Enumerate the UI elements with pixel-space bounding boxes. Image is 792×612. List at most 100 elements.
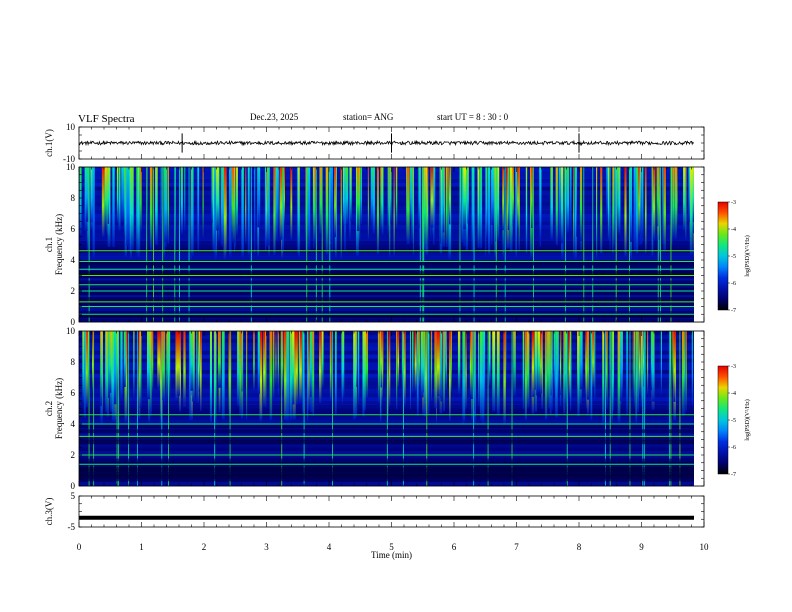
ch2-spectrogram-burst — [563, 331, 566, 414]
ch2-spectrogram-burst — [257, 331, 260, 394]
y-tick-label: 4 — [71, 419, 76, 429]
ch1-spectrogram-burst — [491, 167, 495, 225]
ch2-spectrogram-burst — [149, 331, 152, 415]
ch2-spectrogram-burst — [365, 331, 369, 399]
ch2-spectrogram-burst — [586, 331, 590, 400]
ch1-spectrogram-burst — [449, 167, 451, 225]
ch2-spectrogram-burst — [83, 331, 85, 418]
ch2-spectrogram-burst — [568, 331, 572, 399]
start-ut-label: start UT = 8 : 30 : 0 — [437, 112, 509, 122]
ch2-spectrogram-burst — [308, 331, 310, 411]
ch1-spectrogram-burst — [389, 167, 391, 258]
x-axis-label: Time (min) — [371, 550, 412, 560]
ch1-spectrogram-band — [79, 263, 704, 269]
x-tick-label: 9 — [639, 542, 644, 552]
ch2-spectrogram-burst — [377, 331, 380, 403]
ch2-spectrogram-dark-band — [79, 471, 704, 476]
ch2-spectrogram-band — [79, 385, 704, 390]
ch1-spectrogram-burst — [685, 167, 687, 241]
ch2-spectrogram-burst — [414, 331, 417, 392]
ch2-spectrogram-burst — [639, 331, 641, 396]
ch2-spectrogram-burst — [295, 331, 298, 405]
ch1-spectrogram-burst — [467, 167, 469, 224]
ch1-spectrogram-burst — [579, 167, 582, 241]
ch1-spectrogram-burst — [140, 167, 142, 233]
ch2-spectrogram-burst — [425, 331, 427, 416]
ch2-spectrogram-burst — [681, 331, 684, 416]
ch2-spectrogram-burst — [246, 331, 248, 420]
y-tick-label: 6 — [71, 224, 76, 234]
ch2-spectrogram-band — [79, 338, 704, 343]
ch1-spectrogram-burst — [550, 167, 553, 240]
chart-title: VLF Spectra — [78, 113, 135, 125]
ch2-spectrogram-burst — [555, 331, 558, 418]
ch1-spectrogram-burst — [497, 167, 500, 241]
ch1-spectrogram-burst — [345, 167, 349, 225]
ch1-spectrogram-dark-band — [79, 274, 704, 279]
y-axis-label: Frequency (kHz) — [54, 214, 64, 275]
ch2-spectrogram-burst — [111, 331, 115, 422]
ch2-spectrogram-burst — [307, 331, 309, 422]
ch1-spectrogram-burst — [477, 167, 480, 249]
y-tick-label: 5 — [71, 491, 76, 501]
ch1-spectrogram-burst — [90, 167, 93, 230]
ch1-spectrogram-burst — [566, 167, 570, 233]
ch2-spectrogram-burst — [161, 331, 165, 401]
ch2-spectrogram-burst — [590, 331, 593, 421]
ch2-spectrogram-burst — [237, 331, 240, 407]
ch2-spectrogram-burst — [105, 331, 108, 412]
ch1-spectrogram-burst — [223, 167, 227, 260]
ch2-spectrogram-burst — [535, 331, 537, 396]
y-tick-label: 10 — [66, 122, 76, 132]
ch1-spectrogram-burst — [609, 167, 611, 250]
ch2-spectrogram-burst — [642, 331, 645, 387]
ch2-spectrogram-burst — [465, 331, 467, 409]
ch2-spectrogram-burst — [259, 331, 263, 422]
ch2-spectrogram-burst — [462, 331, 466, 422]
ch1-spectrogram-burst — [618, 167, 621, 236]
ch2-spectrogram-burst — [546, 331, 549, 402]
ch1-spectrogram-burst — [181, 167, 183, 235]
ch1-spectrogram-dark-band — [79, 311, 704, 316]
ch1-spectrogram-burst — [266, 167, 270, 246]
ch1-spectrogram-dark-band — [79, 271, 704, 276]
ch1-spectrogram-burst — [507, 167, 510, 231]
ch2-spectrogram-band — [79, 369, 704, 374]
ch2-spectrogram-burst — [420, 331, 424, 398]
ch2-spectrogram-burst — [189, 331, 192, 421]
ch1-spectrogram-burst — [425, 167, 429, 256]
ch1-spectrogram-band — [79, 244, 704, 249]
ch1-spectrogram-burst — [264, 167, 267, 252]
ch1-spectrogram-burst — [641, 167, 644, 238]
ch2-spectrogram-band — [79, 404, 704, 409]
ch1-spectrogram-dark-band — [79, 297, 704, 301]
ch2-spectrogram-burst — [685, 331, 687, 412]
ch1-spectrogram-burst — [163, 167, 166, 258]
ch1-spectrogram-burst — [92, 167, 95, 259]
ch2-spectrogram-burst — [157, 331, 160, 389]
y-tick-label: 0 — [71, 481, 76, 491]
ch2-spectrogram-burst — [633, 331, 635, 407]
ch1-spectrogram-burst — [229, 167, 232, 258]
ch2-spectrogram-burst — [434, 331, 437, 409]
x-tick-label: 2 — [202, 542, 207, 552]
ch2-spectrogram-dark-band — [79, 477, 704, 482]
ch2-spectrogram-burst — [286, 331, 289, 421]
ch2-spectrogram-burst — [537, 331, 541, 393]
ch2-spectrogram-band — [79, 350, 704, 355]
ch1-spectrogram-band — [79, 306, 704, 311]
ch1-spectrogram-burst — [273, 167, 276, 256]
ch2-spectrogram-burst — [284, 331, 287, 421]
ch2-spectrogram-dark-band — [79, 473, 704, 478]
ch1-spectrogram-burst — [118, 167, 121, 232]
ch1-spectrogram-burst — [502, 167, 504, 231]
ch2-spectrogram-burst — [84, 331, 86, 419]
ch1-spectrogram-band — [79, 252, 704, 257]
ch2-spectrogram-burst — [591, 331, 595, 388]
ch2-spectrogram-burst — [412, 331, 414, 393]
ch2-spectrogram-burst — [660, 331, 662, 395]
ch1-spectrogram-burst — [663, 167, 666, 251]
ch1-spectrogram-burst — [167, 167, 170, 245]
ch2-spectrogram-burst — [166, 331, 168, 400]
ch1-spectrogram-burst — [624, 167, 627, 257]
